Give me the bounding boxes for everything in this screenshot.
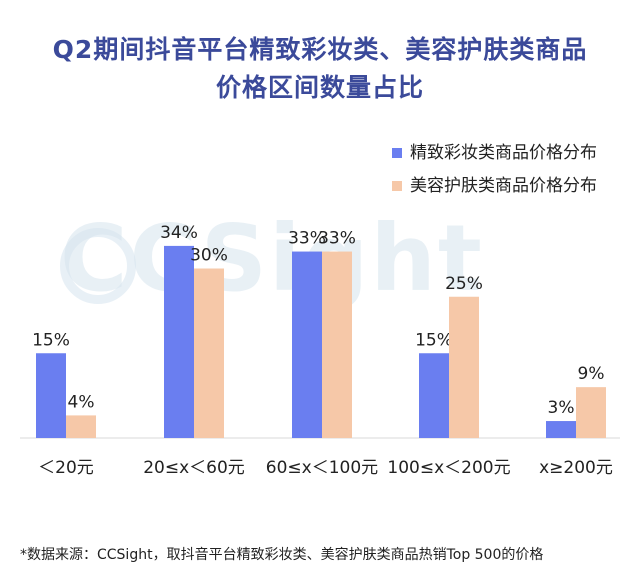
bar-series1-4	[546, 421, 576, 438]
data-label-series1-4: 3%	[548, 398, 575, 418]
watermark-logo-icon	[60, 228, 136, 304]
bar-series2-4	[576, 387, 606, 438]
data-label-series1-3: 15%	[415, 330, 453, 350]
chart-title-line2: 价格区间数量占比	[215, 73, 424, 102]
bar-series1-2	[292, 251, 322, 438]
legend-swatch-series2	[392, 181, 402, 191]
x-tick-label-3: 100≤x＜200元	[387, 458, 510, 478]
source-note: *数据来源：CCSight，取抖音平台精致彩妆类、美容护肤类商品热销Top 50…	[20, 547, 544, 563]
data-label-series2-1: 30%	[190, 246, 228, 266]
watermark: CCSight	[60, 205, 484, 312]
chart-title-line1: Q2期间抖音平台精致彩妆类、美容护肤类商品	[52, 35, 588, 64]
x-tick-label-0: ＜20元	[38, 458, 94, 478]
legend-label-series2: 美容护肤类商品价格分布	[410, 176, 597, 196]
legend-label-series1: 精致彩妆类商品价格分布	[410, 143, 597, 163]
legend-item-series2: 美容护肤类商品价格分布	[392, 171, 597, 196]
bar-series1-0	[36, 353, 66, 438]
bar-series2-0	[66, 415, 96, 438]
legend-swatch-series1	[392, 148, 402, 158]
data-label-series2-4: 9%	[578, 364, 605, 384]
data-label-series2-3: 25%	[445, 274, 483, 294]
bar-series1-1	[164, 245, 194, 438]
data-label-series1-2: 33%	[288, 229, 326, 249]
data-label-series1-1: 34%	[160, 223, 198, 243]
bar-series1-3	[419, 353, 449, 438]
data-label-series2-2: 33%	[318, 229, 356, 249]
x-tick-label-4: x≥200元	[539, 458, 613, 478]
data-label-series1-0: 15%	[32, 330, 70, 350]
bar-series2-3	[449, 296, 479, 438]
bar-series2-1	[194, 268, 224, 438]
legend-item-series1: 精致彩妆类商品价格分布	[392, 138, 597, 163]
x-tick-label-1: 20≤x＜60元	[143, 458, 245, 478]
bar-series2-2	[322, 251, 352, 438]
x-tick-label-2: 60≤x＜100元	[266, 458, 378, 478]
data-label-series2-0: 4%	[68, 392, 95, 412]
